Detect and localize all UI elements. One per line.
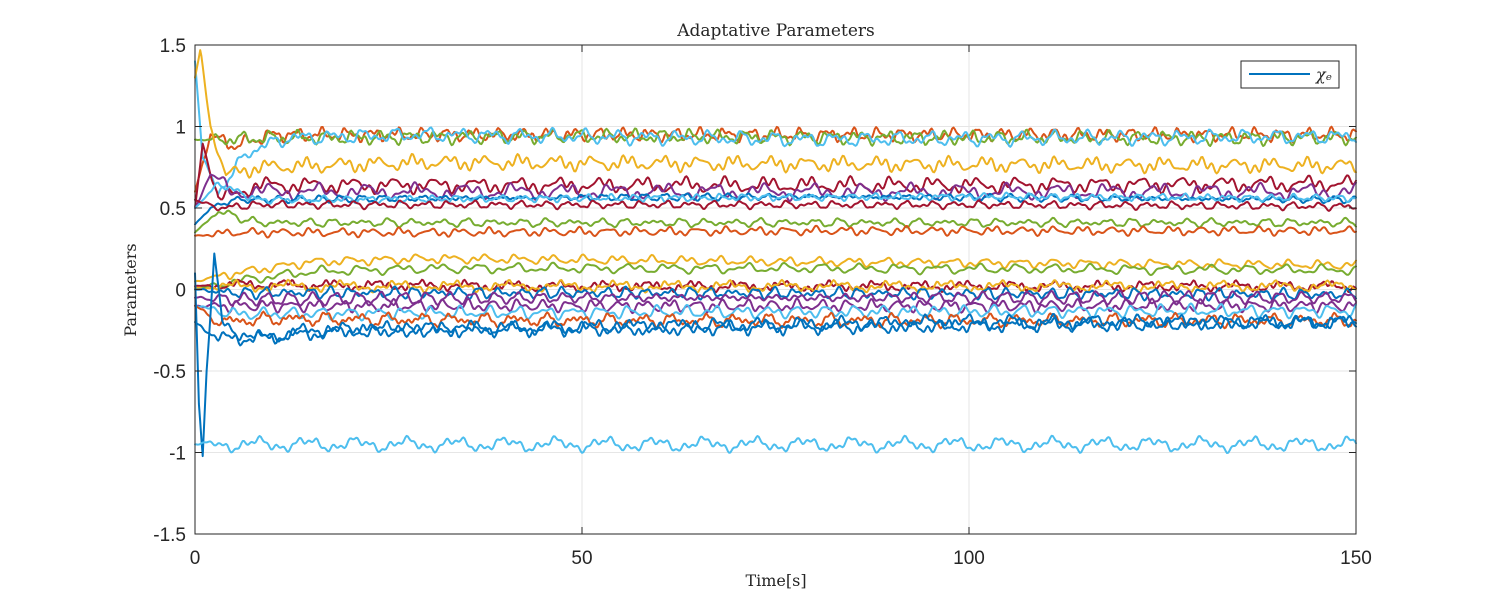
- ticks: 0 50 100 150 -1.5 -1 -0.5 0 0.5 1 1.5: [153, 36, 1372, 569]
- series-group: [194, 49, 1357, 458]
- series-line: [194, 434, 1357, 454]
- y-tick-label: -0.5: [153, 362, 186, 383]
- x-tick-label: 0: [190, 548, 201, 569]
- chart-title: Adaptative Parameters: [676, 21, 874, 41]
- series-line: [194, 192, 1357, 226]
- x-tick-label: 150: [1340, 548, 1372, 569]
- series-line: [194, 278, 1357, 294]
- y-tick-label: -1: [169, 444, 186, 465]
- series-line: [194, 285, 1357, 302]
- x-tick-label: 50: [571, 548, 592, 569]
- y-tick-label: 0.5: [160, 199, 186, 220]
- series-line: [194, 302, 1357, 322]
- y-tick-label: 1: [175, 118, 186, 139]
- x-axis-title: Time[s]: [745, 571, 806, 590]
- series-line: [194, 224, 1357, 239]
- series-line: [194, 253, 1357, 283]
- series-line: [194, 252, 1357, 458]
- series-line: [194, 60, 1357, 196]
- y-tick-label: 0: [175, 281, 186, 302]
- series-line: [194, 198, 1357, 212]
- y-tick-label: -1.5: [153, 525, 186, 546]
- y-tick-label: 1.5: [160, 36, 186, 57]
- series-line: [194, 181, 1357, 209]
- series-line: [194, 209, 1357, 234]
- series-line: [194, 261, 1357, 291]
- legend: χₑ: [1240, 60, 1340, 89]
- series-line: [194, 127, 1357, 147]
- series-line: [194, 289, 1357, 307]
- x-tick-label: 100: [953, 548, 985, 569]
- series-line: [194, 278, 1357, 294]
- series-line: [194, 49, 1357, 179]
- y-axis-title: Parameters: [121, 243, 140, 336]
- legend-label: χₑ: [1315, 65, 1332, 84]
